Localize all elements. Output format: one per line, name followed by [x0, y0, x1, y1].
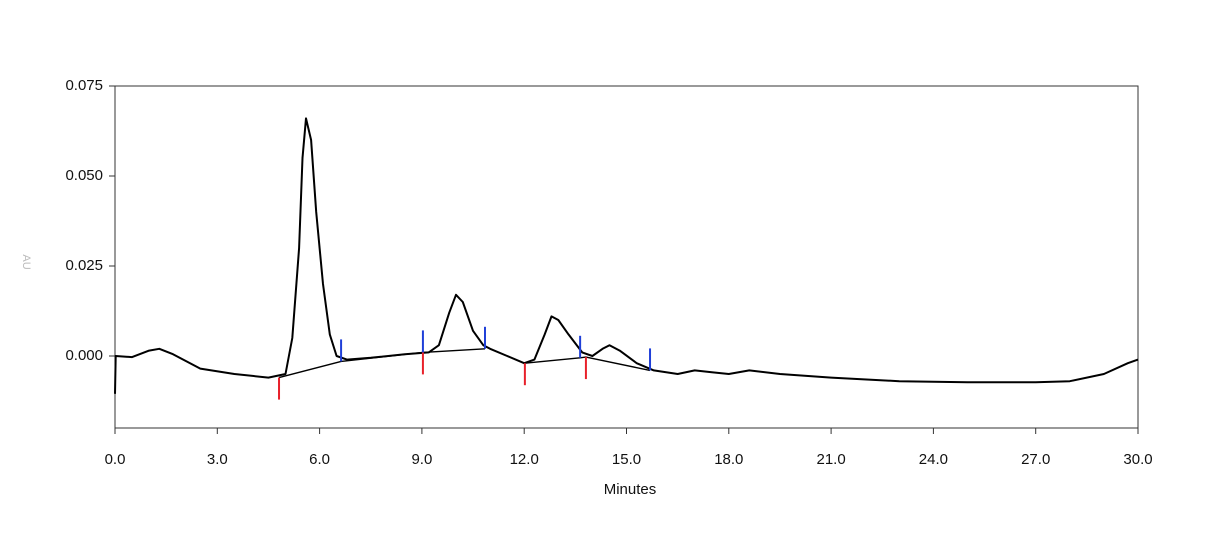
baseline: [278, 348, 651, 379]
trace-line: [114, 117, 1139, 394]
x-tick-label: 21.0: [816, 451, 845, 468]
x-tick-label: 3.0: [207, 451, 228, 468]
y-tick-label: 0.025: [65, 257, 103, 274]
x-tick-label: 12.0: [510, 451, 539, 468]
y-tick-label: 0.000: [65, 347, 103, 364]
y-axis-label: AU: [20, 254, 32, 269]
x-tick-label: 6.0: [309, 451, 330, 468]
x-tick-label: 24.0: [919, 451, 948, 468]
x-tick-label: 27.0: [1021, 451, 1050, 468]
y-tick-label: 0.050: [65, 167, 103, 184]
x-tick-label: 0.0: [105, 451, 126, 468]
x-tick-label: 30.0: [1123, 451, 1152, 468]
x-tick-label: 9.0: [411, 451, 432, 468]
x-axis-label: Minutes: [604, 481, 657, 498]
y-tick-label: 0.075: [65, 77, 103, 94]
x-tick-label: 18.0: [714, 451, 743, 468]
x-tick-label: 15.0: [612, 451, 641, 468]
